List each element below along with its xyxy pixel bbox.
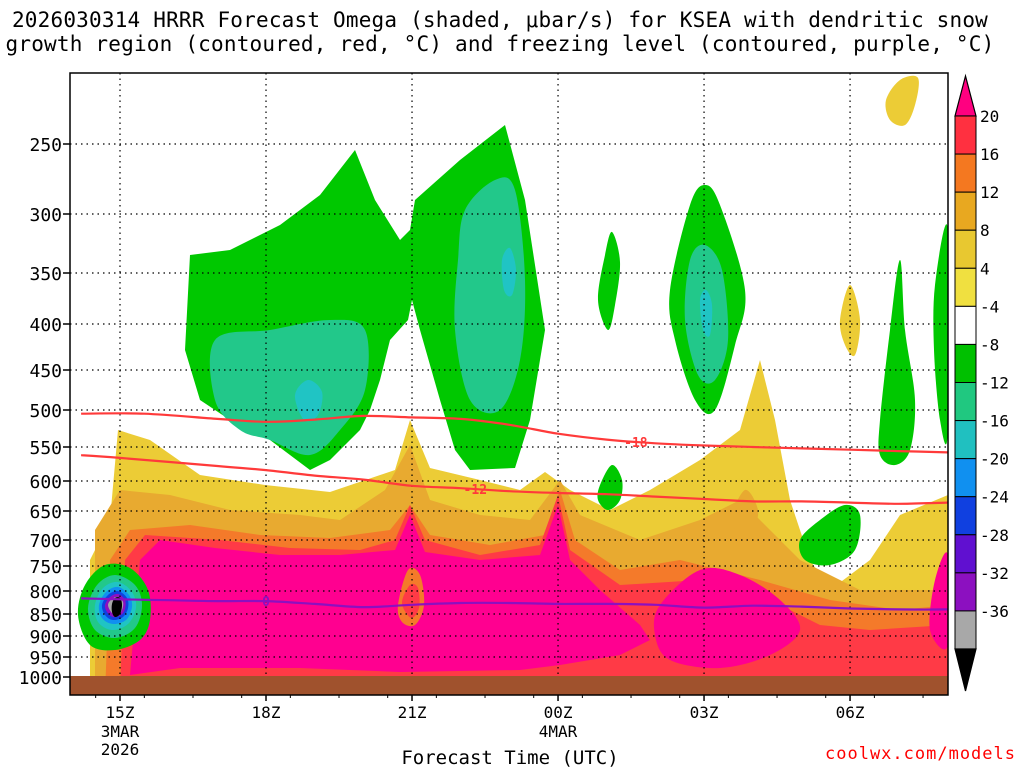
- colorbar-label--24: -24: [980, 488, 1009, 507]
- colorbar-label--8: -8: [980, 335, 999, 354]
- y-tick-label-950: 950: [29, 648, 62, 669]
- x-tick-label-15Z: 15Z: [106, 703, 135, 722]
- colorbar-label-4: 4: [980, 259, 990, 278]
- colorbar-label--28: -28: [980, 526, 1009, 545]
- omega-shading: [77, 75, 948, 695]
- contour-freezing-level-0: [81, 597, 948, 611]
- y-tick-label-900: 900: [29, 627, 62, 648]
- y-tick-label-650: 650: [29, 502, 62, 523]
- colorbar-swatch: [954, 115, 977, 155]
- contour-lines: -18 -12 0: [81, 412, 948, 611]
- y-tick-label-750: 750: [29, 557, 62, 578]
- source-credit: coolwx.com/models: [825, 744, 1016, 764]
- colorbar-swatch: [954, 382, 977, 422]
- y-tick-label-550: 550: [29, 438, 62, 459]
- colorbar-label-12: 12: [980, 183, 999, 202]
- y-tick-label-850: 850: [29, 605, 62, 626]
- x-tick-label-06Z: 06Z: [836, 703, 865, 722]
- y-tick-label-250: 250: [29, 135, 62, 156]
- colorbar-label-16: 16: [980, 145, 999, 164]
- colorbar-label--36: -36: [980, 602, 1009, 621]
- omega-blob-minus12-a: [294, 379, 323, 422]
- y-tick-label-300: 300: [29, 205, 62, 226]
- y-tick-label-400: 400: [29, 315, 62, 336]
- x-tick-label-00Z: 00Z: [544, 703, 573, 722]
- omega-blob-minus8-b: [454, 177, 526, 414]
- colorbar-label-8: 8: [980, 221, 990, 240]
- y-tick-label-1000: 1000: [19, 668, 62, 689]
- y-tick-label-800: 800: [29, 582, 62, 603]
- y-tick-label-450: 450: [29, 361, 62, 382]
- x-tick-label-18Z: 18Z: [252, 703, 281, 722]
- omega-blob-16-cell: [401, 583, 420, 619]
- plot-frame: [69, 72, 949, 696]
- colorbar-swatch: [954, 496, 977, 536]
- contour-label-dendritic-minus12: -12: [464, 483, 487, 498]
- chart-title-line-2: growth region (contoured, red, °C) and f…: [5, 32, 995, 56]
- x-tick-year-15Z: 2026: [101, 740, 140, 759]
- chart-title-line-1: 2026030314 HRRR Forecast Omega (shaded, …: [11, 8, 989, 32]
- ground-surface: [70, 676, 948, 695]
- y-axis: 2503003504004505005506006507007508008509…: [19, 135, 70, 689]
- colorbar-swatch: [954, 610, 977, 650]
- omega-blob-minus4-d: [878, 260, 916, 466]
- colorbar-swatch: [954, 191, 977, 231]
- colorbar-swatch: [954, 420, 977, 460]
- y-tick-label-600: 600: [29, 472, 62, 493]
- x-tick-date-00Z: 4MAR: [539, 722, 578, 741]
- colorbar-swatch: [954, 458, 977, 498]
- y-tick-label-350: 350: [29, 264, 62, 285]
- omega-blob-minus4-f: [799, 504, 861, 566]
- colorbar-swatch: [954, 229, 977, 269]
- omega-blob-minus4-e: [597, 464, 623, 510]
- colorbar-label--4: -4: [980, 297, 999, 316]
- omega-blob-minus4-g: [933, 224, 948, 445]
- colorbar-label--12: -12: [980, 374, 1009, 393]
- colorbar-bottom-arrow: [954, 648, 977, 692]
- contour-label-dendritic-minus18: -18: [624, 436, 648, 451]
- contour-dendritic-minus18: [81, 412, 948, 454]
- colorbar-legend: 20 16 12 8 4 -4 -8 -12 -16 -20 -24 -28 -32 -36: [954, 73, 1009, 692]
- omega-blob-20-b: [653, 567, 801, 669]
- omega-blob-minus12-b: [501, 247, 517, 297]
- colorbar-swatch: [954, 305, 977, 345]
- x-tick-date-15Z: 3MAR: [101, 722, 140, 741]
- colorbar-label-20: 20: [980, 107, 999, 126]
- x-tick-label-21Z: 21Z: [398, 703, 427, 722]
- x-tick-label-03Z: 03Z: [690, 703, 719, 722]
- colorbar-label--16: -16: [980, 412, 1009, 431]
- colorbar-swatch: [954, 267, 977, 307]
- colorbar-swatch: [954, 153, 977, 193]
- omega-blob-4-top: [885, 75, 919, 126]
- colorbar-swatch: [954, 572, 977, 612]
- colorbar-swatch: [954, 343, 977, 383]
- colorbar-top-arrow: [954, 73, 977, 117]
- omega-blob-minus4-c: [597, 231, 621, 331]
- y-tick-label-700: 700: [29, 531, 62, 552]
- chart-title: 2026030314 HRRR Forecast Omega (shaded, …: [0, 8, 1000, 56]
- colorbar-label--32: -32: [980, 564, 1009, 583]
- contour-dendritic-minus12: [81, 454, 948, 505]
- y-tick-label-500: 500: [29, 401, 62, 422]
- omega-blob-20-c: [929, 552, 948, 650]
- omega-blob-minus12-c: [699, 289, 713, 337]
- colorbar-label--20: -20: [980, 450, 1009, 469]
- contour-label-freezing-level-0: 0: [262, 595, 270, 610]
- omega-blob-20: [130, 505, 650, 675]
- colorbar-swatch: [954, 534, 977, 574]
- x-axis-label: Forecast Time (UTC): [401, 747, 618, 768]
